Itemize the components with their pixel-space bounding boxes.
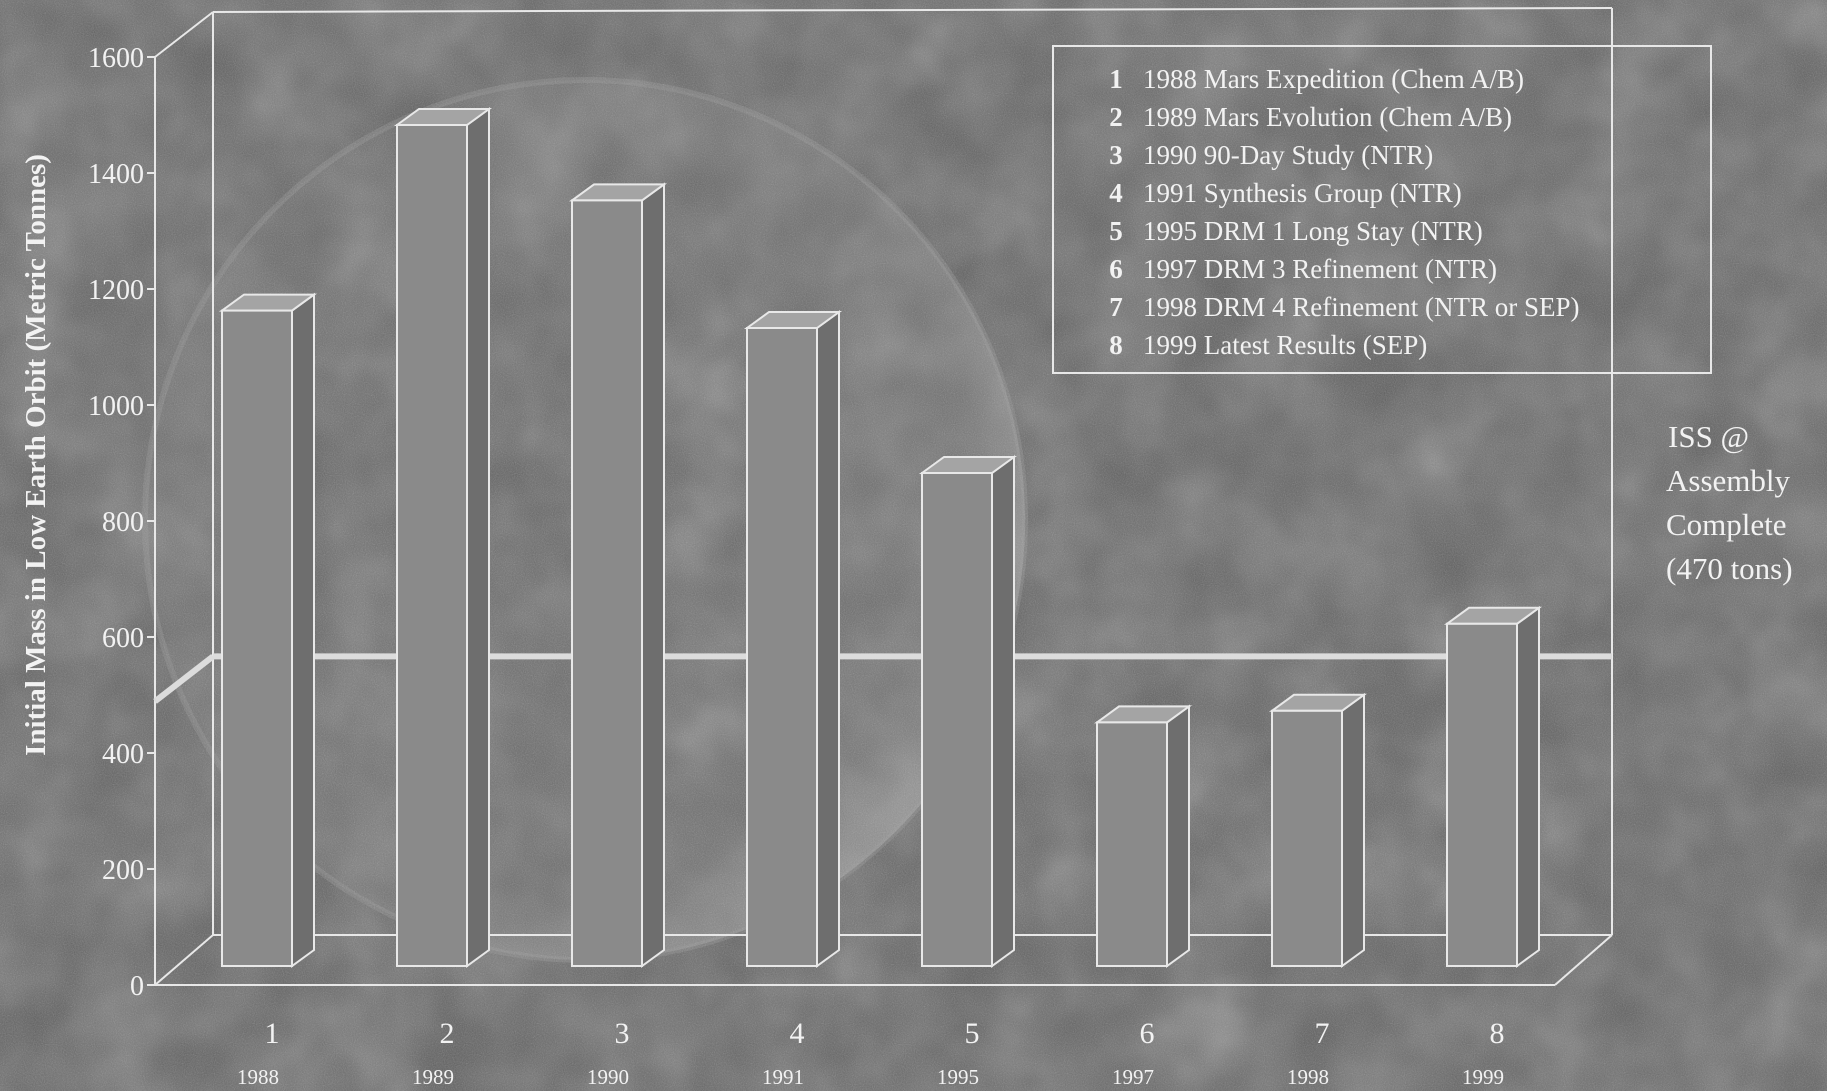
y-tick-label: 1400 <box>88 159 144 190</box>
x-year-label: 1989 <box>412 1065 454 1089</box>
bar-front-face <box>746 327 818 967</box>
legend-item-number: 7 <box>1109 292 1123 322</box>
legend-item-number: 5 <box>1109 216 1123 246</box>
x-year-label: 1991 <box>762 1065 804 1089</box>
legend-item-label: 1997 DRM 3 Refinement (NTR) <box>1143 254 1497 284</box>
x-tick-label: 4 <box>790 1017 805 1050</box>
legend-item: 7 1998 DRM 4 Refinement (NTR or SEP) <box>1109 292 1579 322</box>
x-year-label: 1999 <box>1462 1065 1504 1089</box>
y-axis-ticks: 0 200 400 600 800 1000 1200 1400 1600 <box>88 43 155 1002</box>
x-year-label: 1998 <box>1287 1065 1329 1089</box>
bar <box>568 182 668 968</box>
legend-item-number: 2 <box>1109 102 1123 132</box>
x-tick-label: 1 <box>265 1017 280 1050</box>
y-tick-label: 1200 <box>88 275 144 306</box>
legend-item: 6 1997 DRM 3 Refinement (NTR) <box>1109 254 1497 284</box>
legend-item-number: 8 <box>1109 330 1123 360</box>
bar <box>218 292 318 968</box>
x-tick-label: 2 <box>440 1017 455 1050</box>
bar-side-face <box>291 292 315 968</box>
legend-box <box>1052 45 1712 374</box>
legend-item-label: 1990 90-Day Study (NTR) <box>1143 140 1433 170</box>
bar <box>1093 704 1193 968</box>
legend-item: 4 1991 Synthesis Group (NTR) <box>1109 178 1462 208</box>
floor-right-edge <box>1554 934 1613 986</box>
legend-item-label: 1989 Mars Evolution (Chem A/B) <box>1143 102 1512 132</box>
bar <box>743 310 843 968</box>
bar-side-face <box>1516 605 1540 968</box>
bar-side-face <box>1166 704 1190 968</box>
y-tick-label: 1000 <box>88 391 144 422</box>
x-tick-label: 8 <box>1490 1017 1505 1050</box>
x-tick-label: 5 <box>965 1017 980 1050</box>
bar-front-face <box>571 199 643 967</box>
bar <box>393 107 493 968</box>
x-tick-label: 7 <box>1315 1017 1330 1050</box>
iss-annotation-line: Complete <box>1666 507 1787 542</box>
bar-front-face <box>1446 622 1518 967</box>
y-tick-label: 200 <box>102 855 144 886</box>
legend-item-label: 1999 Latest Results (SEP) <box>1143 330 1427 360</box>
legend-item-label: 1991 Synthesis Group (NTR) <box>1143 178 1462 208</box>
bar-front-face <box>221 309 293 968</box>
x-year-label: 1988 <box>237 1065 279 1089</box>
left-wall-top-edge <box>154 11 214 58</box>
legend-item: 2 1989 Mars Evolution (Chem A/B) <box>1109 102 1512 132</box>
bar-front-face <box>921 472 993 967</box>
legend-item-label: 1995 DRM 1 Long Stay (NTR) <box>1143 216 1483 246</box>
bar-front-face <box>396 124 468 967</box>
bars <box>218 107 1543 968</box>
iss-annotation-line: Assembly <box>1666 463 1791 498</box>
x-axis-labels: 1 1988 2 1989 3 1990 4 1991 5 1995 6 1997 7 1998 8 1999 <box>237 1017 1505 1089</box>
bar-side-face <box>1341 692 1365 968</box>
y-tick-label: 800 <box>102 507 144 538</box>
bar-front-face <box>1096 721 1168 968</box>
legend-item: 5 1995 DRM 1 Long Stay (NTR) <box>1109 216 1483 246</box>
legend-item: 3 1990 90-Day Study (NTR) <box>1109 140 1433 170</box>
iss-annotation: ISS @ Assembly Complete (470 tons) <box>1666 419 1793 586</box>
legend-item-number: 3 <box>1109 140 1123 170</box>
bar-side-face <box>816 310 840 968</box>
legend-item-number: 4 <box>1109 178 1123 208</box>
legend-item: 1 1988 Mars Expedition (Chem A/B) <box>1109 64 1524 94</box>
back-wall-top-edge <box>212 7 1613 13</box>
bar <box>1268 692 1368 968</box>
bar-side-face <box>641 182 665 968</box>
y-tick-label: 1600 <box>88 43 144 74</box>
bar <box>1443 605 1543 968</box>
legend-item-label: 1998 DRM 4 Refinement (NTR or SEP) <box>1143 292 1579 322</box>
bar <box>918 455 1018 968</box>
x-year-label: 1990 <box>587 1065 629 1089</box>
y-axis-title: Initial Mass in Low Earth Orbit (Metric … <box>20 154 52 756</box>
y-tick-label: 600 <box>102 623 144 654</box>
y-tick-label: 400 <box>102 739 144 770</box>
bar-front-face <box>1271 709 1343 967</box>
legend-item: 8 1999 Latest Results (SEP) <box>1109 330 1427 360</box>
x-year-label: 1997 <box>1112 1065 1154 1089</box>
iss-annotation-line: ISS @ <box>1668 419 1749 454</box>
x-tick-label: 3 <box>615 1017 630 1050</box>
bar-side-face <box>991 455 1015 968</box>
iss-line-side-wall <box>153 654 215 704</box>
x-tick-label: 6 <box>1140 1017 1155 1050</box>
legend: 1 1988 Mars Expedition (Chem A/B) 2 1989 Ma… <box>1052 45 1712 374</box>
y-tick-label: 0 <box>130 971 144 1002</box>
legend-items: 1 1988 Mars Expedition (Chem A/B) 2 1989 Ma… <box>1109 64 1579 360</box>
legend-item-label: 1988 Mars Expedition (Chem A/B) <box>1143 64 1524 94</box>
legend-item-number: 6 <box>1109 254 1123 284</box>
iss-annotation-line: (470 tons) <box>1666 551 1793 586</box>
legend-item-number: 1 <box>1109 64 1123 94</box>
bar-side-face <box>466 107 490 968</box>
floor-left-edge <box>154 934 214 986</box>
x-year-label: 1995 <box>937 1065 979 1089</box>
